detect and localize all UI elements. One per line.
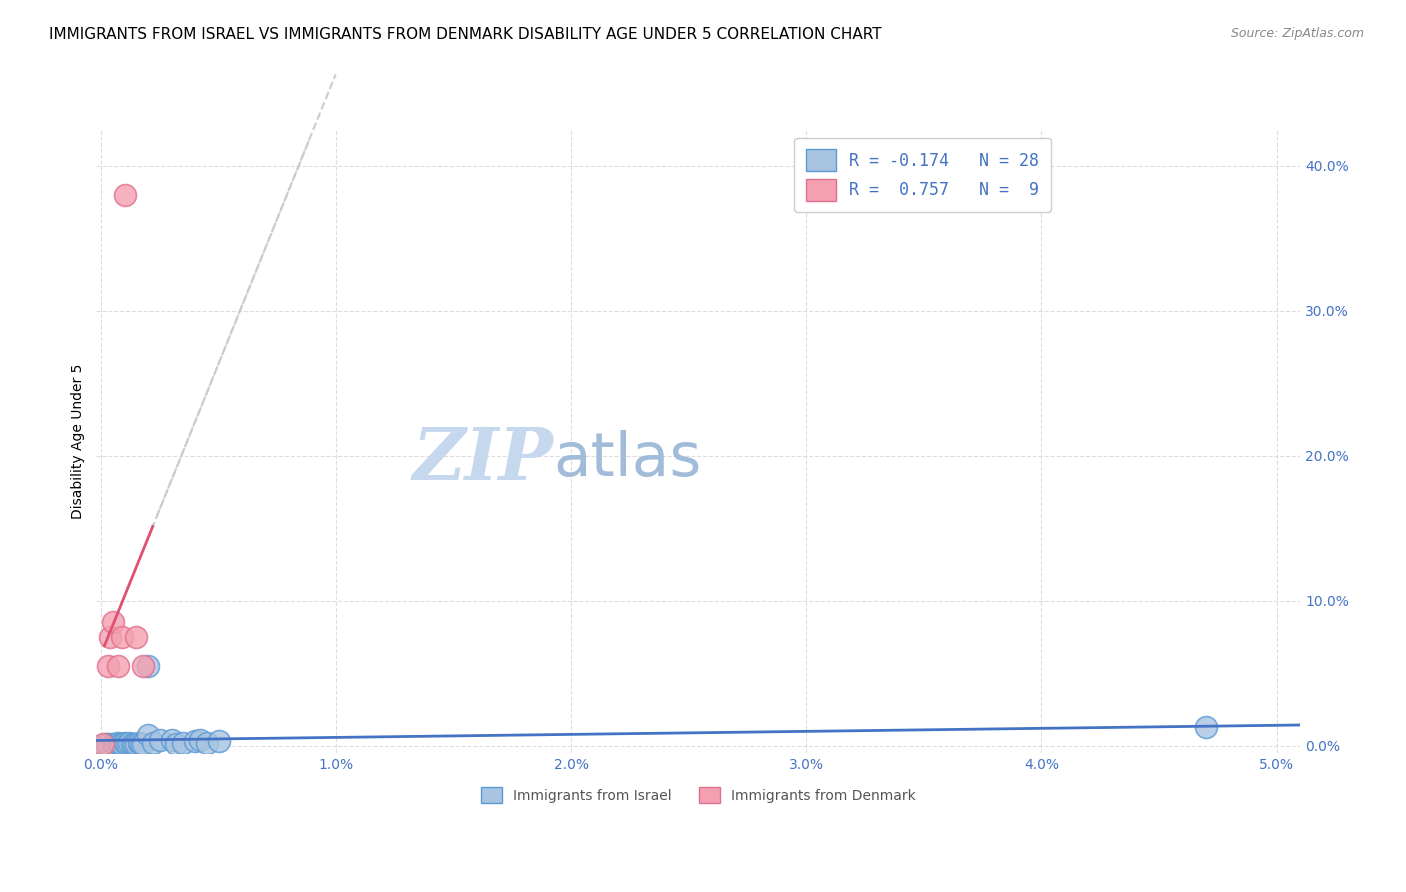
Point xyxy=(160,732,183,747)
Point xyxy=(93,737,115,751)
Point xyxy=(136,658,159,673)
Point xyxy=(114,187,136,202)
Point xyxy=(132,737,155,751)
Point xyxy=(165,737,187,751)
Point xyxy=(142,736,165,750)
Point xyxy=(118,736,141,750)
Y-axis label: Disability Age Under 5: Disability Age Under 5 xyxy=(72,363,86,519)
Text: Source: ZipAtlas.com: Source: ZipAtlas.com xyxy=(1230,27,1364,40)
Point xyxy=(122,737,145,751)
Point xyxy=(125,737,148,751)
Text: ZIP: ZIP xyxy=(413,425,554,495)
Point xyxy=(107,736,129,750)
Point xyxy=(129,737,152,751)
Point xyxy=(94,737,117,751)
Point xyxy=(136,728,159,742)
Point xyxy=(101,615,124,630)
Point xyxy=(111,737,134,751)
Point xyxy=(107,658,129,673)
Point xyxy=(104,737,127,751)
Point xyxy=(111,630,134,644)
Point xyxy=(97,658,120,673)
Legend: Immigrants from Israel, Immigrants from Denmark: Immigrants from Israel, Immigrants from … xyxy=(475,782,921,808)
Point xyxy=(207,734,229,748)
Point xyxy=(100,630,122,644)
Point xyxy=(108,737,131,751)
Point xyxy=(125,630,148,644)
Point xyxy=(128,736,150,750)
Point xyxy=(101,737,124,751)
Text: atlas: atlas xyxy=(554,430,702,490)
Point xyxy=(188,732,211,747)
Text: IMMIGRANTS FROM ISRAEL VS IMMIGRANTS FROM DENMARK DISABILITY AGE UNDER 5 CORRELA: IMMIGRANTS FROM ISRAEL VS IMMIGRANTS FRO… xyxy=(49,27,882,42)
Point xyxy=(97,737,120,751)
Point xyxy=(149,732,172,747)
Point xyxy=(184,734,207,748)
Point xyxy=(114,736,136,750)
Point xyxy=(195,736,218,750)
Point xyxy=(132,658,155,673)
Point xyxy=(121,737,143,751)
Point xyxy=(1195,720,1218,734)
Point xyxy=(115,737,138,751)
Point xyxy=(172,736,194,750)
